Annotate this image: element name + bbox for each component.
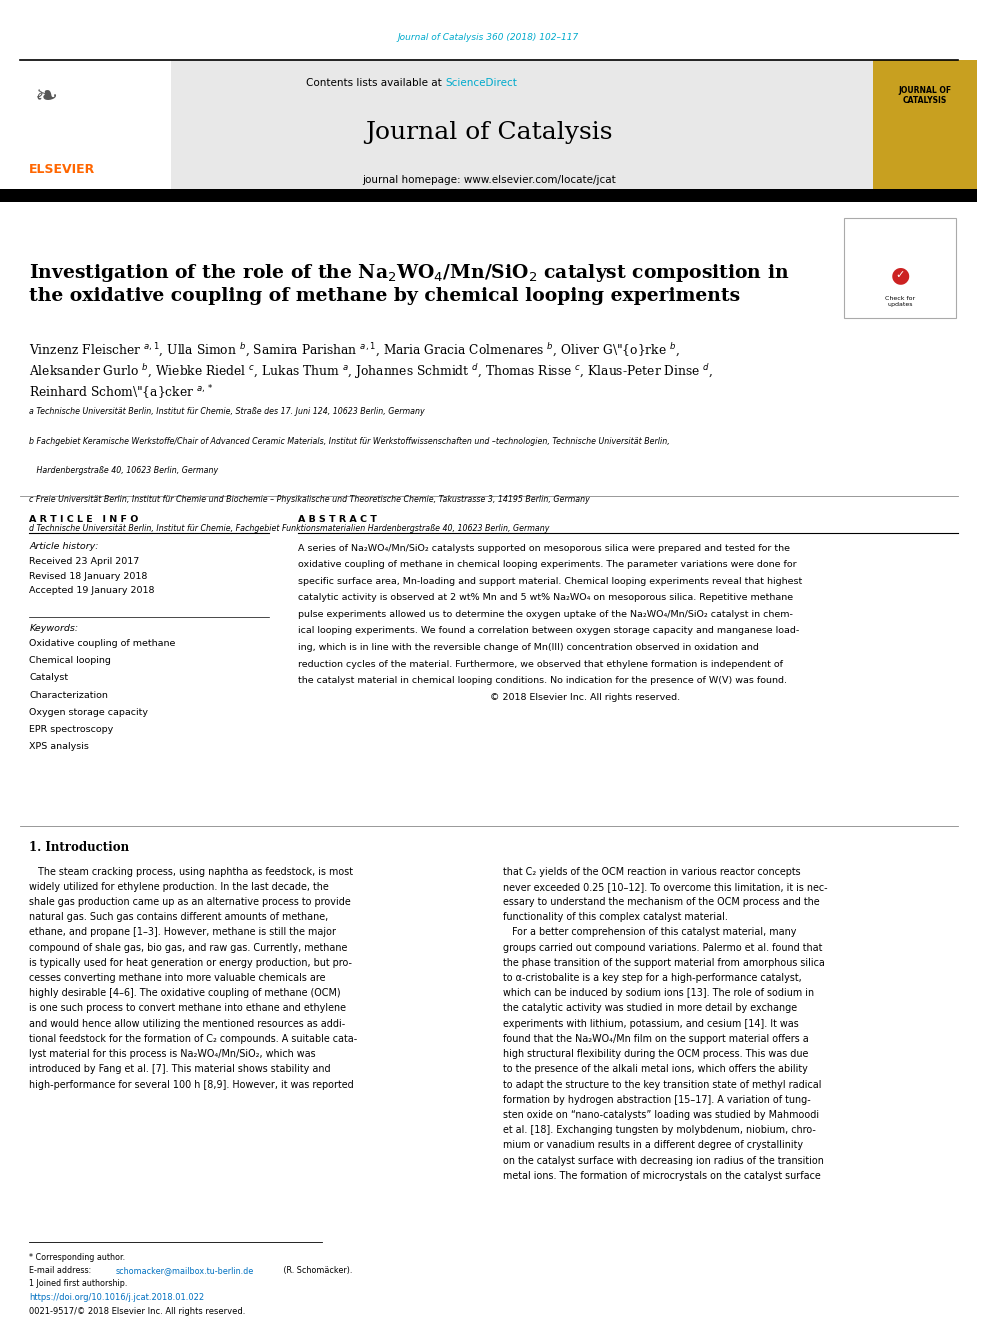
Bar	[0, 60, 977, 196]
Text: that C₂ yields of the OCM reaction in various reactor concepts: that C₂ yields of the OCM reaction in va…	[503, 867, 801, 877]
Text: JOURNAL OF
CATALYSIS: JOURNAL OF CATALYSIS	[898, 86, 951, 105]
Text: For a better comprehension of this catalyst material, many: For a better comprehension of this catal…	[503, 927, 797, 938]
Text: Contents lists available at: Contents lists available at	[306, 78, 444, 89]
Text: oxidative coupling of methane in chemical looping experiments. The parameter var: oxidative coupling of methane in chemica…	[298, 561, 797, 569]
Text: the phase transition of the support material from amorphous silica: the phase transition of the support mate…	[503, 958, 825, 968]
Text: c Freie Universität Berlin, Institut für Chemie und Biochemie – Physikalische un: c Freie Universität Berlin, Institut für…	[30, 495, 590, 504]
Text: the catalyst material in chemical looping conditions. No indication for the pres: the catalyst material in chemical loopin…	[298, 676, 787, 685]
Text: Catalyst: Catalyst	[30, 673, 68, 683]
Text: sten oxide on “nano-catalysts” loading was studied by Mahmoodi: sten oxide on “nano-catalysts” loading w…	[503, 1110, 819, 1121]
Text: © 2018 Elsevier Inc. All rights reserved.: © 2018 Elsevier Inc. All rights reserved…	[298, 692, 681, 701]
Text: Keywords:: Keywords:	[30, 624, 78, 634]
Text: to α-cristobalite is a key step for a high-performance catalyst,: to α-cristobalite is a key step for a hi…	[503, 974, 802, 983]
Text: cesses converting methane into more valuable chemicals are: cesses converting methane into more valu…	[30, 974, 325, 983]
Text: which can be induced by sodium ions [13]. The role of sodium in: which can be induced by sodium ions [13]…	[503, 988, 814, 999]
Text: introduced by Fang et al. [7]. This material shows stability and: introduced by Fang et al. [7]. This mate…	[30, 1065, 331, 1074]
Text: high structural flexibility during the OCM process. This was due: high structural flexibility during the O…	[503, 1049, 808, 1060]
Text: journal homepage: www.elsevier.com/locate/jcat: journal homepage: www.elsevier.com/locat…	[362, 175, 615, 185]
Text: EPR spectroscopy: EPR spectroscopy	[30, 725, 113, 734]
Text: XPS analysis: XPS analysis	[30, 742, 89, 751]
Text: reduction cycles of the material. Furthermore, we observed that ethylene formati: reduction cycles of the material. Furthe…	[298, 659, 783, 668]
Text: ELSEVIER: ELSEVIER	[29, 163, 94, 176]
Text: The steam cracking process, using naphtha as feedstock, is most: The steam cracking process, using naphth…	[30, 867, 353, 877]
Text: schomacker@mailbox.tu-berlin.de: schomacker@mailbox.tu-berlin.de	[115, 1266, 254, 1275]
Text: formation by hydrogen abstraction [15–17]. A variation of tung-: formation by hydrogen abstraction [15–17…	[503, 1095, 811, 1105]
Text: to adapt the structure to the key transition state of methyl radical: to adapt the structure to the key transi…	[503, 1080, 821, 1090]
Text: Article history:: Article history:	[30, 542, 99, 552]
Text: et al. [18]. Exchanging tungsten by molybdenum, niobium, chro-: et al. [18]. Exchanging tungsten by moly…	[503, 1126, 816, 1135]
Text: A B S T R A C T: A B S T R A C T	[298, 515, 377, 524]
Text: a Technische Universität Berlin, Institut für Chemie, Straße des 17. Juni 124, 1: a Technische Universität Berlin, Institu…	[30, 407, 425, 417]
Text: high-performance for several 100 h [8,9]. However, it was reported: high-performance for several 100 h [8,9]…	[30, 1080, 354, 1090]
Text: d Technische Universität Berlin, Institut für Chemie, Fachgebiet Funktionsmateri: d Technische Universität Berlin, Institu…	[30, 524, 550, 533]
Text: widely utilized for ethylene production. In the last decade, the: widely utilized for ethylene production.…	[30, 882, 329, 892]
Text: shale gas production came up as an alternative process to provide: shale gas production came up as an alter…	[30, 897, 351, 908]
Text: ✓: ✓	[896, 270, 905, 280]
Text: experiments with lithium, potassium, and cesium [14]. It was: experiments with lithium, potassium, and…	[503, 1019, 799, 1029]
Text: ScienceDirect: ScienceDirect	[445, 78, 518, 89]
Text: is one such process to convert methane into ethane and ethylene: is one such process to convert methane i…	[30, 1004, 346, 1013]
Text: to the presence of the alkali metal ions, which offers the ability: to the presence of the alkali metal ions…	[503, 1065, 808, 1074]
Bar	[0, 60, 171, 196]
Text: Hardenbergstraße 40, 10623 Berlin, Germany: Hardenbergstraße 40, 10623 Berlin, Germa…	[30, 466, 218, 475]
Text: essary to understand the mechanism of the OCM process and the: essary to understand the mechanism of th…	[503, 897, 820, 908]
Text: catalytic activity is observed at 2 wt% Mn and 5 wt% Na₂WO₄ on mesoporous silica: catalytic activity is observed at 2 wt% …	[298, 593, 794, 602]
Text: Received 23 April 2017: Received 23 April 2017	[30, 557, 140, 566]
Text: Oxygen storage capacity: Oxygen storage capacity	[30, 708, 149, 717]
Text: groups carried out compound variations. Palermo et al. found that: groups carried out compound variations. …	[503, 943, 822, 953]
Text: compound of shale gas, bio gas, and raw gas. Currently, methane: compound of shale gas, bio gas, and raw …	[30, 943, 347, 953]
Text: * Corresponding author.: * Corresponding author.	[30, 1253, 125, 1262]
Text: ❧: ❧	[36, 82, 59, 111]
Text: Oxidative coupling of methane: Oxidative coupling of methane	[30, 639, 176, 648]
Text: Check for
updates: Check for updates	[885, 296, 915, 307]
Text: Journal of Catalysis: Journal of Catalysis	[365, 120, 612, 144]
Text: lyst material for this process is Na₂WO₄/Mn/SiO₂, which was: lyst material for this process is Na₂WO₄…	[30, 1049, 315, 1060]
Text: ical looping experiments. We found a correlation between oxygen storage capacity: ical looping experiments. We found a cor…	[298, 626, 800, 635]
Text: specific surface area, Mn-loading and support material. Chemical looping experim: specific surface area, Mn-loading and su…	[298, 577, 803, 586]
Text: Characterization: Characterization	[30, 691, 108, 700]
Bar	[873, 60, 977, 196]
Text: pulse experiments allowed us to determine the oxygen uptake of the Na₂WO₄/Mn/SiO: pulse experiments allowed us to determin…	[298, 610, 793, 619]
Text: https://doi.org/10.1016/j.jcat.2018.01.022: https://doi.org/10.1016/j.jcat.2018.01.0…	[30, 1293, 204, 1302]
Text: Investigation of the role of the Na$_2$WO$_4$/Mn/SiO$_2$ catalyst composition in: Investigation of the role of the Na$_2$W…	[30, 262, 790, 304]
Text: Chemical looping: Chemical looping	[30, 656, 111, 665]
Text: 0021-9517/© 2018 Elsevier Inc. All rights reserved.: 0021-9517/© 2018 Elsevier Inc. All right…	[30, 1307, 246, 1316]
Text: functionality of this complex catalyst material.: functionality of this complex catalyst m…	[503, 913, 728, 922]
Text: and would hence allow utilizing the mentioned resources as addi-: and would hence allow utilizing the ment…	[30, 1019, 345, 1029]
Text: the catalytic activity was studied in more detail by exchange: the catalytic activity was studied in mo…	[503, 1004, 798, 1013]
Text: ethane, and propane [1–3]. However, methane is still the major: ethane, and propane [1–3]. However, meth…	[30, 927, 336, 938]
Text: natural gas. Such gas contains different amounts of methane,: natural gas. Such gas contains different…	[30, 913, 328, 922]
Text: 1 Joined first authorship.: 1 Joined first authorship.	[30, 1279, 128, 1289]
Text: Reinhard Schom\"{a}cker $^{a,*}$: Reinhard Schom\"{a}cker $^{a,*}$	[30, 384, 214, 402]
Text: metal ions. The formation of microcrystals on the catalyst surface: metal ions. The formation of microcrysta…	[503, 1171, 821, 1181]
Text: highly desirable [4–6]. The oxidative coupling of methane (OCM): highly desirable [4–6]. The oxidative co…	[30, 988, 341, 999]
Text: never exceeded 0.25 [10–12]. To overcome this limitation, it is nec-: never exceeded 0.25 [10–12]. To overcome…	[503, 882, 828, 892]
Text: tional feedstock for the formation of C₂ compounds. A suitable cata-: tional feedstock for the formation of C₂…	[30, 1035, 357, 1044]
Text: Vinzenz Fleischer $^{a,1}$, Ulla Simon $^b$, Samira Parishan $^{a,1}$, Maria Gra: Vinzenz Fleischer $^{a,1}$, Ulla Simon $…	[30, 341, 681, 359]
Text: ●: ●	[891, 265, 910, 286]
Text: Revised 18 January 2018: Revised 18 January 2018	[30, 572, 148, 581]
Text: mium or vanadium results in a different degree of crystallinity: mium or vanadium results in a different …	[503, 1140, 804, 1151]
Text: ing, which is in line with the reversible change of Mn(III) concentration observ: ing, which is in line with the reversibl…	[298, 643, 759, 652]
Text: found that the Na₂WO₄/Mn film on the support material offers a: found that the Na₂WO₄/Mn film on the sup…	[503, 1035, 809, 1044]
Text: b Fachgebiet Keramische Werkstoffe/Chair of Advanced Ceramic Materials, Institut: b Fachgebiet Keramische Werkstoffe/Chair…	[30, 437, 670, 446]
Text: Journal of Catalysis 360 (2018) 102–117: Journal of Catalysis 360 (2018) 102–117	[398, 33, 579, 41]
Text: A series of Na₂WO₄/Mn/SiO₂ catalysts supported on mesoporous silica were prepare: A series of Na₂WO₄/Mn/SiO₂ catalysts sup…	[298, 544, 790, 553]
Bar	[844, 218, 955, 318]
Text: Accepted 19 January 2018: Accepted 19 January 2018	[30, 586, 155, 595]
Text: E-mail address:: E-mail address:	[30, 1266, 94, 1275]
Text: (R. Schomäcker).: (R. Schomäcker).	[282, 1266, 353, 1275]
Text: is typically used for heat generation or energy production, but pro-: is typically used for heat generation or…	[30, 958, 352, 968]
Bar	[0, 189, 977, 202]
Text: 1. Introduction: 1. Introduction	[30, 841, 129, 855]
Text: A R T I C L E   I N F O: A R T I C L E I N F O	[30, 515, 139, 524]
Text: Aleksander Gurlo $^b$, Wiebke Riedel $^c$, Lukas Thum $^a$, Johannes Schmidt $^d: Aleksander Gurlo $^b$, Wiebke Riedel $^c…	[30, 363, 713, 381]
Text: on the catalyst surface with decreasing ion radius of the transition: on the catalyst surface with decreasing …	[503, 1156, 824, 1166]
